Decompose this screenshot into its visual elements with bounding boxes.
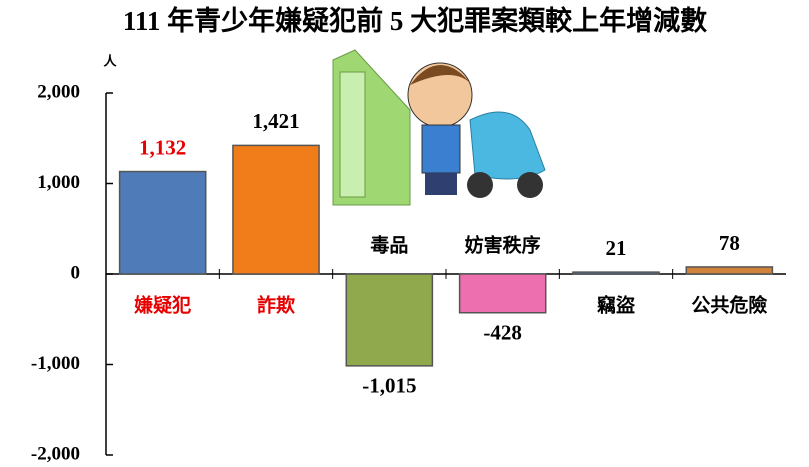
bar bbox=[686, 267, 772, 274]
y-tick-label: -2,000 bbox=[31, 443, 80, 464]
y-tick-label: 2,000 bbox=[37, 81, 80, 102]
value-label: 1,132 bbox=[139, 135, 186, 159]
bar bbox=[460, 274, 546, 313]
y-tick-label: 0 bbox=[71, 262, 81, 283]
value-label: 1,421 bbox=[252, 109, 299, 133]
x-tick-label: 竊盜 bbox=[597, 294, 635, 317]
x-tick-label: 毒品 bbox=[370, 234, 408, 257]
bar bbox=[233, 145, 319, 274]
value-label: -1,015 bbox=[362, 374, 416, 398]
chart-title: 111 年青少年嫌疑犯前 5 大犯罪案類較上年增減數 bbox=[123, 5, 707, 36]
x-tick-label: 嫌疑犯 bbox=[134, 294, 191, 317]
value-label: -428 bbox=[483, 321, 522, 345]
y-tick-label: -1,000 bbox=[31, 353, 80, 374]
y-tick-label: 1,000 bbox=[37, 172, 80, 193]
x-tick-label: 妨害秩序 bbox=[465, 234, 541, 257]
bar bbox=[573, 272, 659, 274]
x-tick-label: 詐欺 bbox=[257, 294, 295, 317]
value-label: 78 bbox=[719, 231, 740, 255]
x-tick-label: 公共危險 bbox=[691, 294, 767, 317]
illustration bbox=[333, 50, 545, 205]
value-label: 21 bbox=[606, 236, 627, 260]
bar bbox=[120, 172, 206, 274]
chart: 111 年青少年嫌疑犯前 5 大犯罪案類較上年增減數 人 2,000 1,000 0… bbox=[0, 0, 809, 467]
y-unit: 人 bbox=[103, 54, 117, 70]
bar bbox=[346, 274, 432, 366]
